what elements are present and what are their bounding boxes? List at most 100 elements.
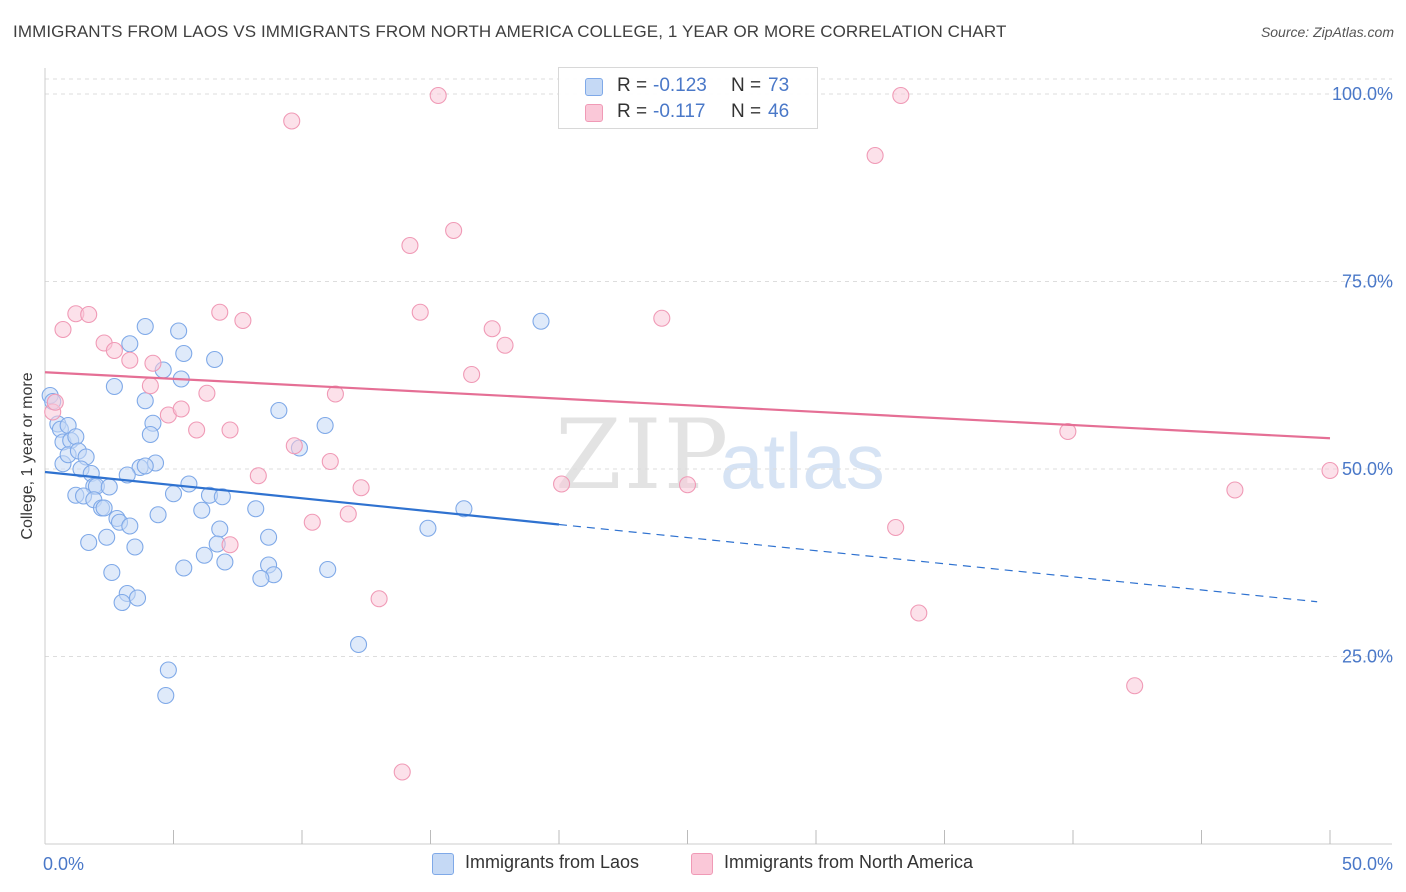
laos-point (98, 528, 116, 546)
north-america-point (411, 303, 429, 321)
north-america-point (221, 421, 239, 439)
n-label: N = (731, 75, 762, 96)
north-america-point (321, 452, 339, 471)
laos-point (95, 499, 113, 517)
laos-point (136, 392, 154, 410)
laos-point (80, 533, 98, 552)
n-value: 73 (768, 75, 790, 96)
r-label: R = (617, 75, 648, 96)
laos-point (270, 401, 288, 420)
laos-point (247, 500, 265, 518)
y-tick-label: 100.0% (1332, 84, 1393, 104)
laos-point (121, 335, 139, 353)
legend-swatch-laos-icon (432, 853, 454, 875)
laos-point (113, 593, 131, 612)
watermark-zip: ZIP (555, 399, 730, 511)
north-america-point (198, 384, 216, 402)
watermark-atlas: atlas (720, 417, 885, 505)
laos-point (126, 538, 144, 556)
n-label: N = (731, 101, 762, 122)
stats-box: R = -0.123 N = 73 R = -0.117 N = 46 (558, 67, 818, 129)
laos-point (164, 485, 183, 503)
north-america-point (121, 351, 139, 369)
laos-point (252, 569, 270, 588)
y-tick-label: 50.0% (1342, 459, 1393, 479)
laos-point (316, 416, 334, 435)
north-america-point (249, 467, 267, 485)
laos-point (319, 560, 337, 579)
laos-point (175, 344, 193, 363)
laos-point (105, 377, 123, 396)
laos-point (103, 563, 121, 582)
x-tick-label: 0.0% (43, 854, 84, 874)
laos-point (175, 559, 193, 577)
laos-point (149, 506, 167, 524)
laos-point (100, 478, 118, 496)
legend-label-north-america: Immigrants from North America (724, 852, 974, 872)
laos-point (213, 488, 231, 506)
laos-point (195, 546, 213, 564)
north-america-point (1059, 422, 1077, 441)
y-tick-label: 75.0% (1342, 272, 1393, 292)
north-america-point (429, 86, 447, 105)
laos-point (67, 428, 85, 446)
laos-point (141, 425, 159, 444)
laos-point (159, 661, 177, 679)
laos-trend-line-extension (558, 523, 1318, 603)
north-america-point (910, 604, 928, 622)
north-america-point (141, 377, 159, 395)
laos-point (206, 350, 224, 369)
north-america-point (866, 146, 884, 165)
north-america-point (172, 400, 190, 418)
north-america-point (370, 590, 388, 608)
north-america-point (553, 475, 571, 493)
north-america-point (188, 421, 206, 439)
north-america-point (1126, 677, 1144, 695)
n-value: 46 (768, 101, 790, 122)
north-america-point (234, 311, 252, 330)
laos-trend-line (44, 470, 560, 526)
north-america-point (678, 476, 697, 494)
north-america-point (285, 437, 303, 455)
north-america-point (46, 393, 64, 411)
chart-title: IMMIGRANTS FROM LAOS VS IMMIGRANTS FROM … (13, 22, 1007, 41)
north-america-point (463, 365, 481, 384)
source-label: Source: ZipAtlas.com (1260, 24, 1394, 40)
north-america-swatch-icon (585, 104, 603, 122)
north-america-point (401, 236, 419, 255)
legend-label-laos: Immigrants from Laos (465, 852, 640, 872)
laos-point (193, 501, 211, 519)
north-america-point (445, 221, 463, 240)
north-america-trend-line (44, 371, 1331, 440)
north-america-point (221, 536, 239, 554)
north-america-point (283, 112, 301, 130)
north-america-point (887, 518, 905, 537)
north-america-point (352, 479, 370, 497)
laos-point (157, 686, 175, 705)
north-america-point (483, 320, 501, 338)
laos-point (216, 553, 234, 571)
north-america-point (80, 305, 98, 324)
laos-point (532, 312, 550, 330)
x-tick-label: 50.0% (1342, 854, 1393, 874)
north-america-point (496, 336, 514, 354)
north-america-point (105, 341, 123, 360)
north-america-point (1321, 461, 1339, 480)
north-america-point (339, 505, 357, 523)
laos-point (349, 635, 368, 654)
north-america-point (892, 86, 910, 105)
north-america-point (326, 385, 344, 403)
laos-point (170, 322, 188, 340)
laos-point (136, 457, 154, 475)
laos-point (128, 589, 147, 607)
laos-point (455, 500, 473, 518)
laos-point (136, 317, 154, 336)
north-america-point (144, 354, 162, 372)
north-america-point (303, 513, 321, 531)
north-america-point (653, 309, 671, 327)
laos-point (180, 475, 198, 493)
north-america-point (393, 763, 411, 781)
r-value: -0.117 (653, 101, 706, 122)
legend-swatch-north-america-icon (691, 853, 713, 875)
